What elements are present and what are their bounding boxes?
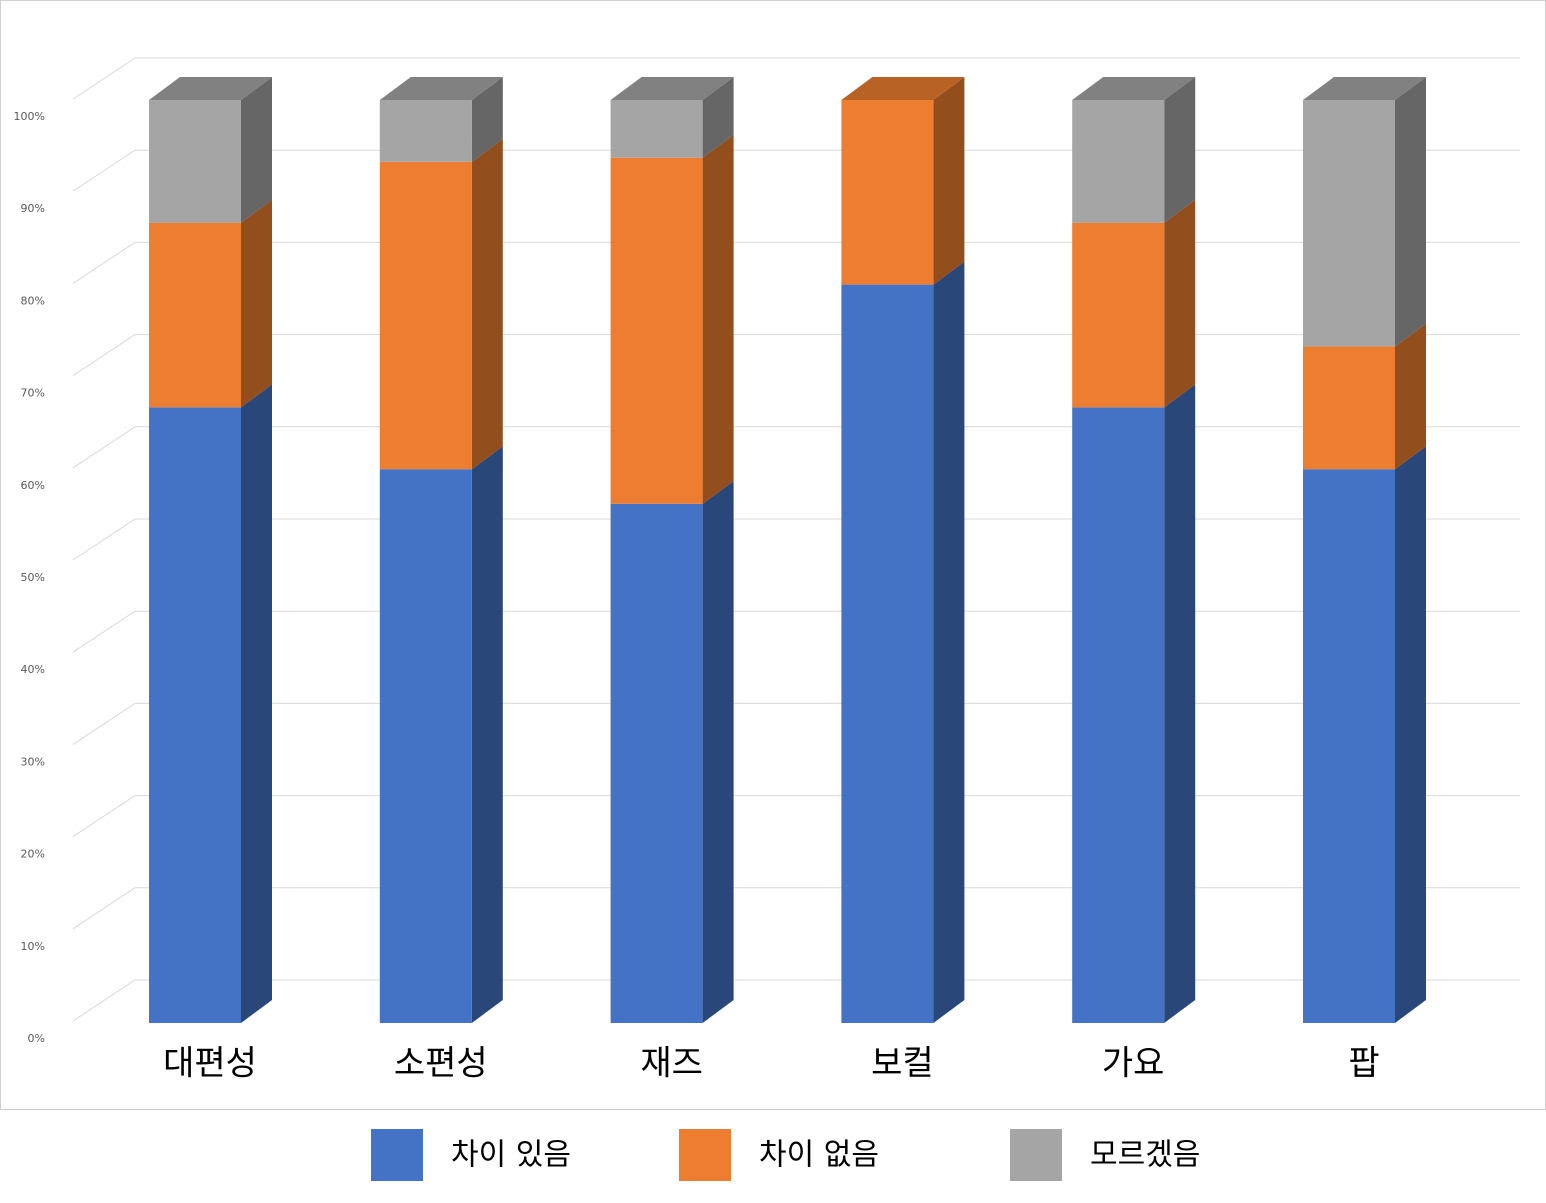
bar-top bbox=[379, 77, 503, 100]
grid-line-depth bbox=[72, 610, 136, 653]
grid-line-depth bbox=[72, 702, 136, 745]
bar-top bbox=[610, 77, 734, 100]
legend-label: 차이 없음 bbox=[759, 1138, 879, 1173]
x-tick-label: 재즈 bbox=[640, 1044, 703, 1084]
bar-side bbox=[933, 77, 965, 285]
bar bbox=[1072, 100, 1165, 223]
bar-side bbox=[241, 199, 272, 408]
bar-side bbox=[1395, 446, 1426, 1023]
bar bbox=[1303, 100, 1395, 347]
y-tick-label: 90% bbox=[21, 202, 45, 215]
x-tick-label: 대편성 bbox=[163, 1044, 257, 1084]
grid-line-depth bbox=[72, 979, 136, 1022]
bar-side bbox=[702, 134, 734, 504]
y-tick-label: 50% bbox=[21, 571, 45, 584]
bar-side bbox=[241, 77, 272, 223]
bar bbox=[149, 222, 241, 408]
bar bbox=[610, 503, 703, 1023]
y-tick-label: 70% bbox=[21, 387, 45, 400]
bar bbox=[1303, 469, 1395, 1023]
bar-side bbox=[702, 77, 734, 158]
legend-label: 차이 있음 bbox=[451, 1138, 571, 1173]
bar-top bbox=[149, 77, 272, 100]
bar-top bbox=[1072, 77, 1196, 100]
y-tick-label: 40% bbox=[21, 663, 45, 676]
bar bbox=[610, 157, 703, 504]
y-tick-label: 100% bbox=[14, 110, 45, 123]
bar-side bbox=[1164, 199, 1196, 408]
bar bbox=[841, 284, 934, 1024]
bar bbox=[610, 100, 703, 158]
bar-top bbox=[841, 77, 965, 100]
bar bbox=[1072, 222, 1165, 408]
bar bbox=[1303, 346, 1395, 470]
bar bbox=[149, 100, 241, 223]
x-tick-label: 팝 bbox=[1348, 1044, 1379, 1084]
y-tick-label: 30% bbox=[21, 755, 45, 768]
bar bbox=[379, 100, 472, 162]
grid-line-depth bbox=[72, 426, 136, 469]
bar bbox=[841, 100, 934, 285]
y-tick-label: 10% bbox=[21, 940, 45, 953]
bar-side bbox=[241, 384, 272, 1023]
x-tick-label: 가요 bbox=[1102, 1044, 1165, 1084]
legend-label: 모르겠음 bbox=[1090, 1138, 1200, 1173]
bar bbox=[379, 161, 472, 470]
legend-swatch bbox=[679, 1129, 731, 1181]
grid-line-depth bbox=[72, 57, 136, 100]
y-tick-label: 20% bbox=[21, 848, 45, 861]
bar-side bbox=[1164, 384, 1196, 1023]
y-tick-label: 0% bbox=[28, 1032, 45, 1045]
bar bbox=[1072, 407, 1165, 1023]
bar-side bbox=[471, 446, 503, 1023]
grid-line-depth bbox=[72, 795, 136, 838]
grid-line-depth bbox=[72, 241, 136, 284]
x-tick-label: 보컬 bbox=[871, 1044, 934, 1084]
bar-side bbox=[1395, 77, 1426, 347]
bar-side bbox=[702, 480, 734, 1023]
grid-line-depth bbox=[72, 334, 136, 377]
bar-side bbox=[1164, 77, 1196, 223]
y-tick-label: 60% bbox=[21, 479, 45, 492]
y-tick-label: 80% bbox=[21, 294, 45, 307]
legend-swatch bbox=[371, 1129, 423, 1181]
x-tick-label: 소편성 bbox=[394, 1044, 488, 1084]
grid-line-depth bbox=[72, 518, 136, 561]
bar bbox=[149, 407, 241, 1023]
grid-line-depth bbox=[72, 887, 136, 930]
bar bbox=[379, 469, 472, 1023]
grid-line-depth bbox=[72, 149, 136, 192]
bar-side bbox=[471, 77, 503, 162]
bar-side bbox=[1395, 323, 1426, 470]
bar-top bbox=[1303, 77, 1426, 100]
bar-side bbox=[933, 261, 965, 1024]
bar-side bbox=[471, 138, 503, 470]
legend-swatch bbox=[1010, 1129, 1062, 1181]
